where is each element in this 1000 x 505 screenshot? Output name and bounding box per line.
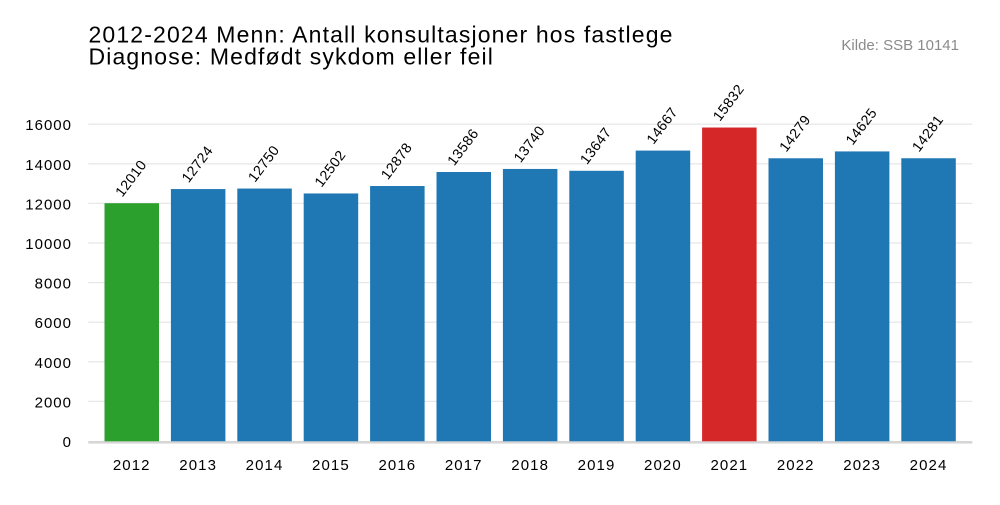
- svg-text:2022: 2022: [777, 457, 815, 474]
- svg-text:12000: 12000: [25, 196, 72, 213]
- svg-text:6000: 6000: [35, 315, 72, 332]
- svg-text:8000: 8000: [35, 276, 72, 293]
- svg-text:4000: 4000: [35, 355, 72, 372]
- svg-text:2017: 2017: [445, 457, 483, 474]
- svg-text:10000: 10000: [25, 236, 72, 253]
- svg-text:2024: 2024: [910, 457, 948, 474]
- svg-text:2013: 2013: [179, 457, 217, 474]
- svg-text:2020: 2020: [644, 457, 682, 474]
- svg-text:14000: 14000: [25, 157, 72, 174]
- svg-text:2016: 2016: [378, 457, 416, 474]
- svg-text:2000: 2000: [35, 394, 72, 411]
- svg-text:2018: 2018: [511, 457, 549, 474]
- svg-text:2015: 2015: [312, 457, 350, 474]
- svg-text:2023: 2023: [843, 457, 881, 474]
- svg-text:2019: 2019: [578, 457, 616, 474]
- svg-text:2012: 2012: [113, 457, 151, 474]
- svg-text:2012-2024 Menn: Antall konsult: 2012-2024 Menn: Antall konsultasjoner ho…: [89, 21, 674, 47]
- svg-text:Kilde: SSB 10141: Kilde: SSB 10141: [841, 37, 959, 54]
- svg-text:Diagnose: Medfødt sykdom eller: Diagnose: Medfødt sykdom eller feil: [89, 43, 495, 69]
- svg-text:0: 0: [63, 434, 72, 451]
- svg-text:16000: 16000: [25, 117, 72, 134]
- svg-text:2021: 2021: [710, 457, 748, 474]
- svg-text:2014: 2014: [246, 457, 284, 474]
